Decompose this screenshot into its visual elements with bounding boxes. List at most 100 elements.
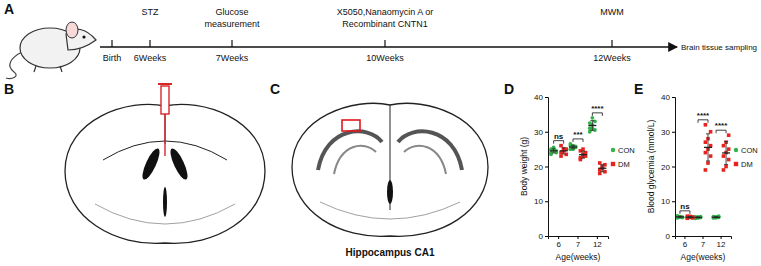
y-axis-title: Blood glycemia (mmol/L) [646, 120, 656, 214]
y-tick: 40 [661, 93, 675, 102]
legend-label: DM [618, 160, 630, 169]
timeline-event: MWM [600, 7, 624, 17]
tick-label: 7 [576, 240, 581, 249]
significance-label: **** [697, 111, 710, 120]
significance-label: ns [680, 202, 690, 211]
timeline-end: Brain tissue sampling [681, 43, 757, 52]
tick-mark [703, 236, 704, 239]
legend: CON DM [611, 146, 635, 169]
tick-mark [545, 97, 548, 98]
chart: 0102030406712Body weight (g)Age(weeks)ns… [519, 93, 635, 262]
legend-label: CON [618, 146, 635, 155]
timeline-tick [231, 40, 232, 47]
y-tick: 10 [534, 197, 548, 206]
significance-label: ns [554, 132, 564, 141]
lateral-ventricle [167, 146, 190, 181]
significance-label: **** [715, 121, 728, 130]
mean-line [722, 152, 730, 153]
tick-mark [672, 97, 675, 98]
timeline-time: Birth [103, 53, 122, 63]
data-point [598, 172, 602, 176]
figure: ABCDEBirthSTZ6WeeksGlucosemeasurement7We… [0, 0, 761, 266]
axis-line [672, 98, 676, 237]
syringe-needle [164, 114, 165, 156]
tick-label: 30 [661, 128, 670, 137]
error-cap [552, 148, 556, 149]
significance-bracket [554, 141, 564, 144]
legend-marker [734, 162, 738, 166]
x-tick: 6 [683, 236, 688, 249]
timeline-time: 6Weeks [134, 53, 167, 63]
x-axis-title: Age(weeks) [681, 252, 726, 262]
data-point [704, 140, 708, 144]
marks [675, 123, 730, 220]
timeline-event: Glucose [215, 7, 248, 17]
error-cap [590, 120, 594, 121]
tick-label: 20 [661, 163, 670, 172]
lower-structure [320, 202, 460, 219]
timeline-tick [611, 40, 612, 47]
tick-mark [597, 236, 598, 239]
axis-line [676, 237, 732, 240]
data-point [709, 154, 713, 158]
data-point [590, 116, 594, 120]
tick-label: 7 [701, 240, 706, 249]
mean-line [550, 150, 558, 151]
y-tick: 20 [661, 163, 675, 172]
tick-label: 0 [666, 232, 671, 241]
y-tick: 0 [666, 232, 675, 241]
error-cap [724, 164, 728, 165]
legend-marker [611, 148, 615, 152]
y-tick: 20 [534, 163, 548, 172]
data-point [722, 144, 726, 148]
significance-label: *** [573, 130, 583, 139]
data-point [559, 144, 563, 148]
data-point [598, 161, 602, 165]
y-tick: 30 [534, 128, 548, 137]
tick-label: 10 [534, 197, 543, 206]
error-cap [562, 153, 566, 154]
legend-marker [734, 148, 738, 152]
figure-canvas: ABCDEBirthSTZ6WeeksGlucosemeasurement7We… [0, 0, 761, 266]
legend: CONDM [734, 146, 758, 169]
panel-label: A [4, 1, 14, 17]
data-point [706, 161, 710, 165]
timeline-tick [384, 40, 385, 47]
tick-label: 6 [556, 240, 561, 249]
tick-mark [558, 236, 559, 239]
lateral-ventricle [139, 146, 162, 181]
third-ventricle [163, 187, 167, 217]
data-point [727, 158, 731, 162]
error-cap [552, 152, 556, 153]
tick-mark [578, 236, 579, 239]
significance-bracket [716, 130, 726, 133]
significance-bracket [592, 113, 602, 116]
mean-line [579, 154, 587, 155]
data-point [704, 151, 708, 155]
lower-structure [95, 204, 235, 224]
data-point [704, 123, 708, 127]
data-point [727, 133, 731, 137]
data-point [727, 147, 731, 151]
y-tick: 40 [534, 93, 548, 102]
y-tick: 0 [539, 232, 548, 241]
data-point [724, 165, 728, 169]
x-tick: 7 [701, 236, 706, 249]
tick-mark [672, 132, 675, 133]
data-point [704, 168, 708, 172]
timeline-time: 12Weeks [593, 53, 631, 63]
tick-mark [672, 167, 675, 168]
x-axis: 6712 [676, 236, 732, 249]
syringe-plunger [158, 83, 172, 85]
error-cap [590, 130, 594, 131]
mouse-eye [82, 35, 85, 38]
panel-label: D [504, 81, 514, 97]
mouse-feet [34, 66, 62, 72]
mean-line [686, 217, 694, 218]
significance-bracket [573, 139, 583, 142]
tick-label: 12 [593, 240, 602, 249]
error-cap [724, 141, 728, 142]
mean-line [569, 146, 577, 147]
tick-label: 30 [534, 128, 543, 137]
panel-label: E [634, 81, 643, 97]
